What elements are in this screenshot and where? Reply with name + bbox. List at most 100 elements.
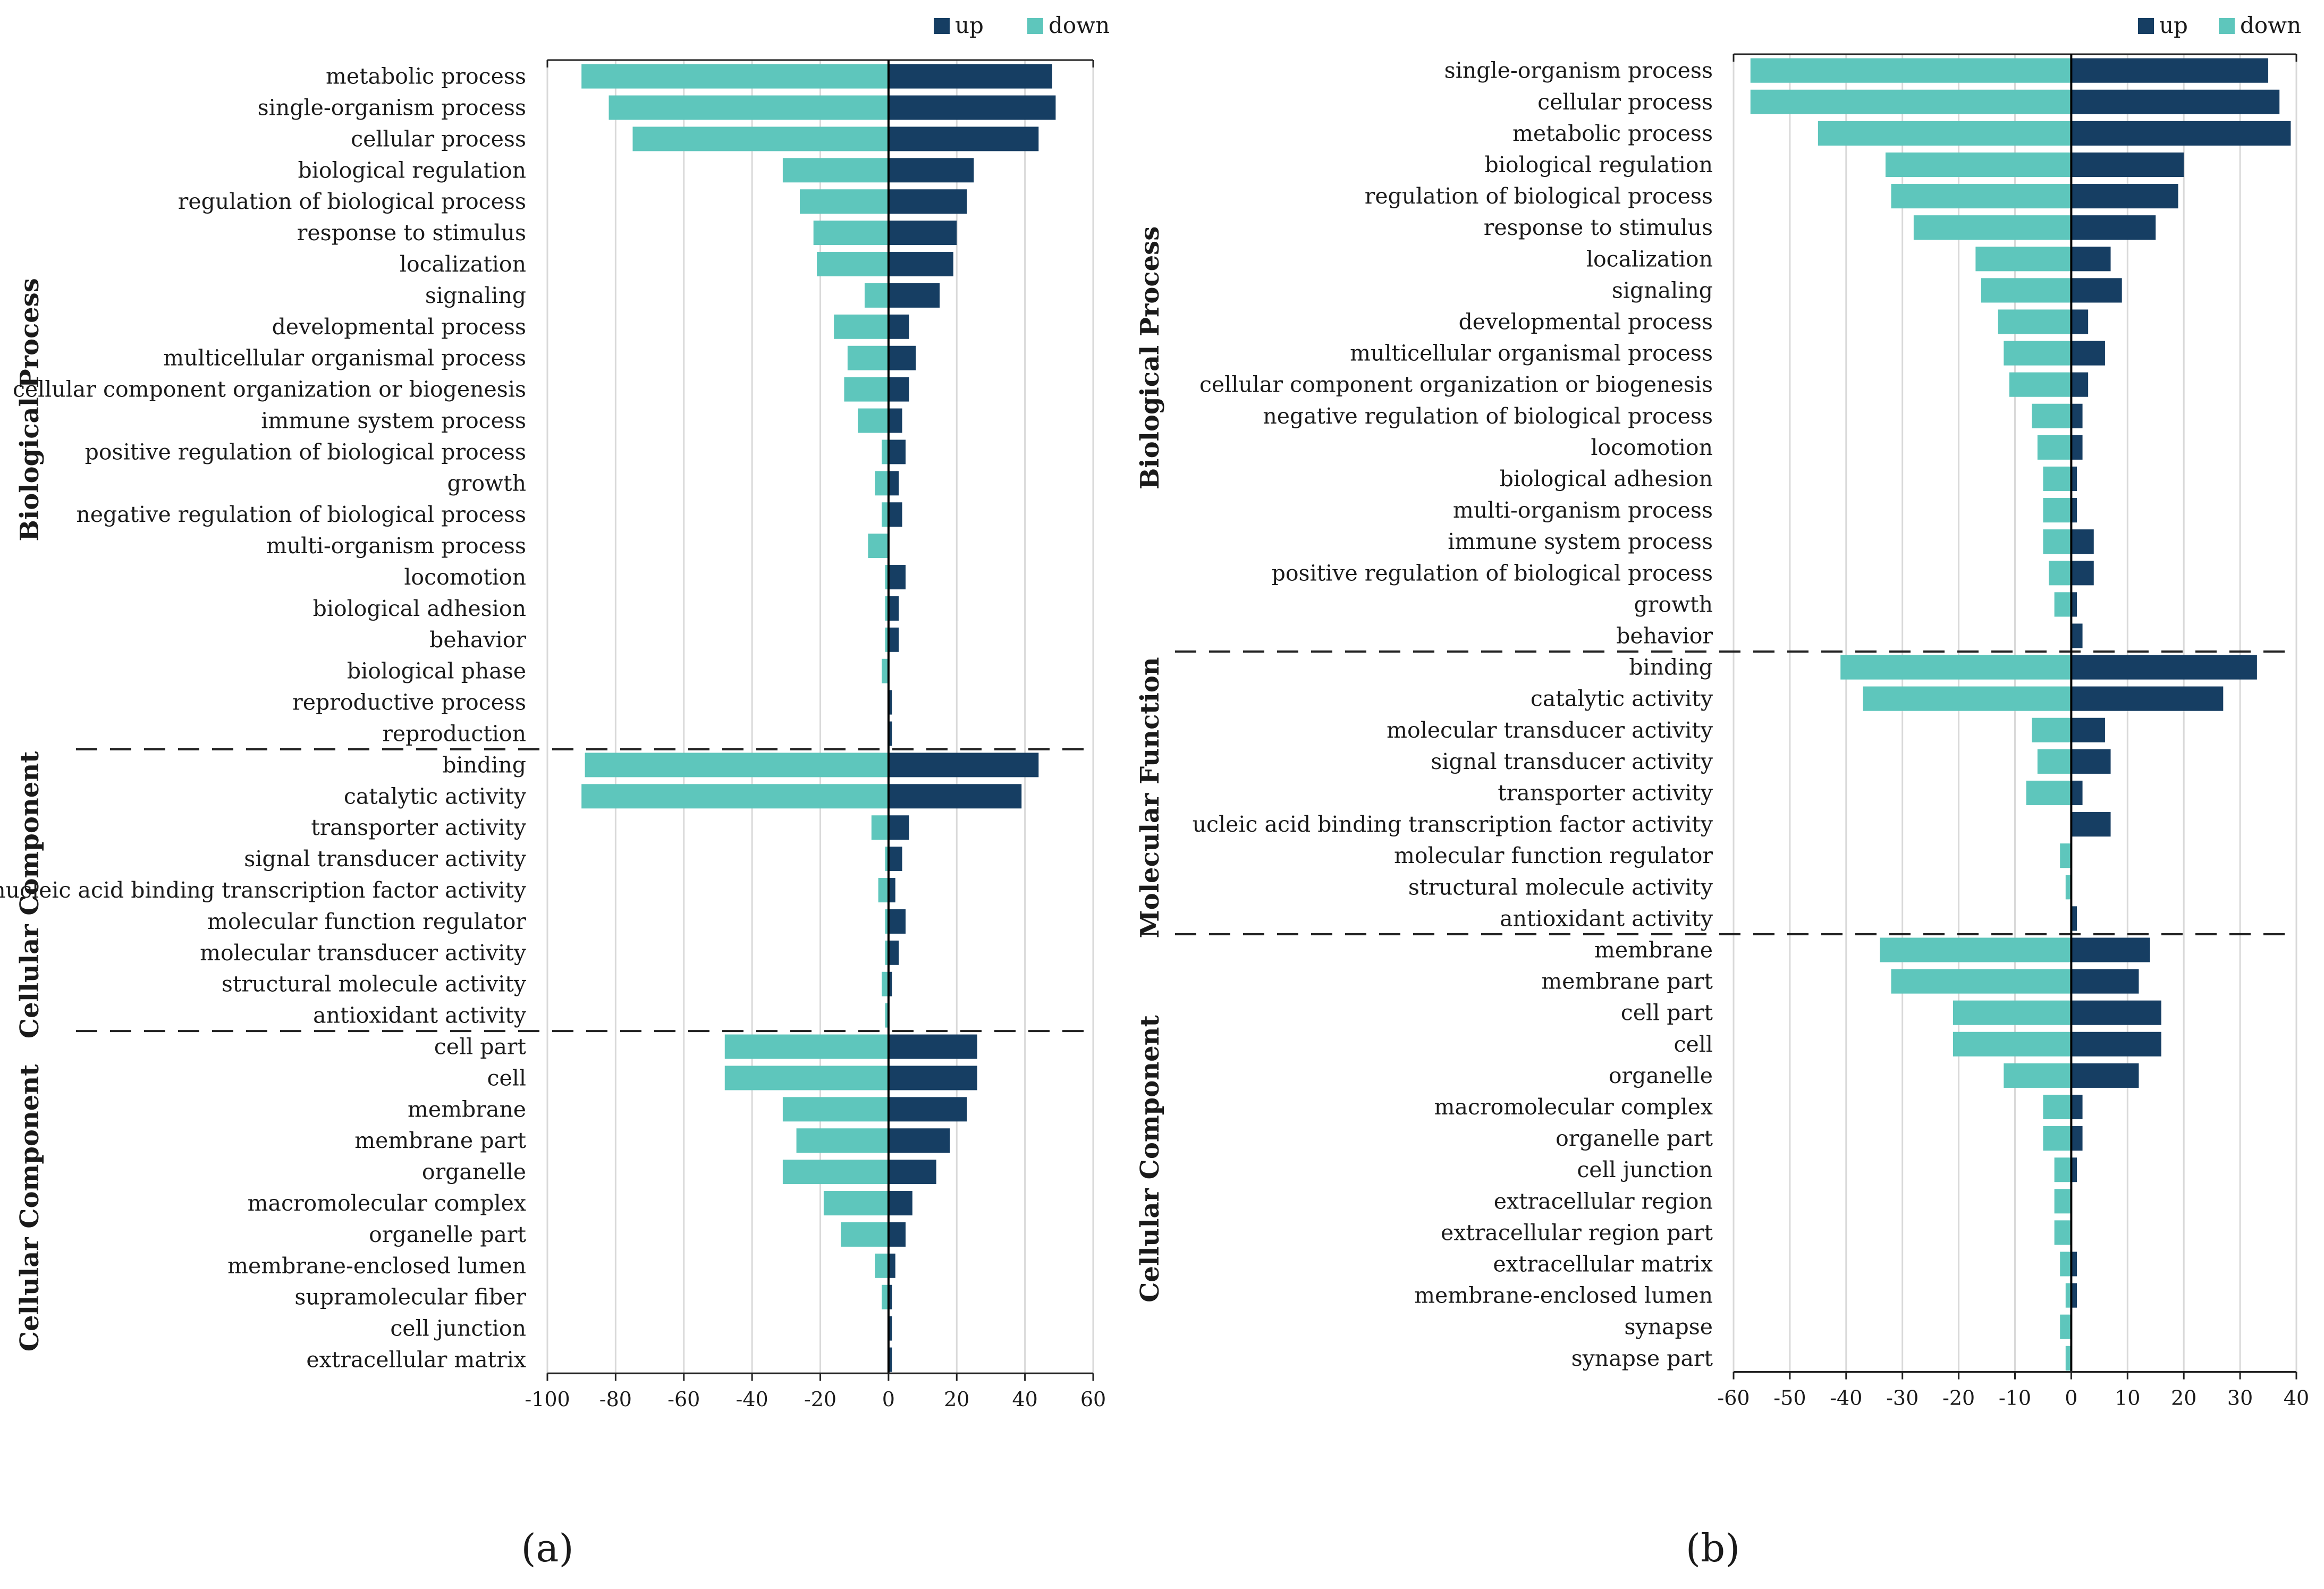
panel-b-legend-label-up: up — [2159, 12, 2188, 38]
panel-b-bar-down-molecular-function-regulator — [2060, 843, 2072, 868]
panel-b-bar-up-biological-regulation — [2071, 152, 2184, 178]
panel-a-category-label: multicellular organismal process — [163, 345, 526, 371]
panel-a-bar-down-transporter-activity — [871, 815, 889, 840]
panel-b-section-label: Molecular Function — [1135, 657, 1165, 938]
panel-a-bar-up-metabolic-process — [888, 64, 1052, 89]
panel-a-bar-down-locomotion — [885, 565, 889, 589]
panel-b-bar-down-organelle — [2004, 1063, 2072, 1088]
panel-b-bar-down-transporter-activity — [2026, 780, 2072, 806]
panel-a-category-label: cellular component organization or bioge… — [13, 377, 526, 402]
panel-a-x-tick-label: 60 — [1080, 1388, 1106, 1411]
panel-a-bar-down-supramolecular-fiber — [882, 1284, 889, 1309]
panel-b-category-label: multicellular organismal process — [1350, 341, 1713, 366]
panel-a-bar-down-signaling — [864, 283, 889, 308]
panel-b-bar-down-positive-regulation-of-biological-process — [2049, 561, 2072, 586]
panel-a-x-tick-label: -40 — [736, 1388, 768, 1411]
panel-b-category-label: catalytic activity — [1531, 686, 1713, 712]
panel-b-category-label: signal transducer activity — [1431, 749, 1713, 774]
panel-b-section-label: Cellular Component — [1135, 1015, 1165, 1303]
panel-a-bar-up-nucleic-acid-binding-transcription-factor-activity — [888, 878, 895, 902]
panel-a-x-tick-label: -60 — [667, 1388, 700, 1411]
panel-a-bar-down-signal-transducer-activity — [885, 847, 889, 872]
panel-b-bar-up-organelle — [2071, 1063, 2139, 1088]
panel-a-bar-down-binding — [585, 753, 889, 777]
panel-b-x-tick-label: -50 — [1773, 1387, 1806, 1410]
panel-a-category-label: membrane part — [354, 1128, 526, 1153]
panel-b-bar-down-cellular-component-organization-or-biogenesis — [2009, 372, 2072, 397]
panel-a-bar-up-single-organism-process — [888, 95, 1056, 120]
panel-a-bar-up-localization — [888, 252, 953, 276]
panel-b-category-label: antioxidant activity — [1500, 906, 1713, 931]
panel-a-bar-up-molecular-function-regulator — [888, 909, 906, 934]
panel-b-bar-up-transporter-activity — [2071, 780, 2083, 806]
panel-b-x-tick-label: 40 — [2284, 1387, 2309, 1410]
panel-b-x-tick-label: 0 — [2065, 1387, 2077, 1410]
panel-b-bar-down-response-to-stimulus — [1913, 215, 2072, 240]
panel-b-category-label: macromolecular complex — [1434, 1094, 1713, 1120]
panel-a-category-label: membrane-enclosed lumen — [227, 1253, 526, 1279]
panel-b-bar-down-single-organism-process — [1750, 58, 2072, 83]
panel-a-bar-down-structural-molecule-activity — [882, 971, 889, 996]
panel-a-bar-down-multi-organism-process — [868, 534, 889, 559]
panel-a-x-tick-label: 40 — [1012, 1388, 1037, 1411]
panel-b-category-label: synapse part — [1571, 1346, 1713, 1371]
panel-b-bar-down-cellular-process — [1750, 89, 2072, 114]
panel-a-bar-up-reproduction — [888, 721, 892, 746]
panel-b-x-tick-label: -30 — [1886, 1387, 1919, 1410]
panel-a-category-label: locomotion — [404, 564, 526, 590]
panel-a-bar-up-cell-junction — [888, 1316, 892, 1341]
panel-a-bar-down-single-organism-process — [609, 95, 889, 120]
panel-a-bar-up-signal-transducer-activity — [888, 847, 902, 872]
panel-b-bar-down-macromolecular-complex — [2043, 1094, 2072, 1120]
panel-b-bar-down-membrane-enclosed-lumen — [2065, 1283, 2072, 1308]
panel-a-legend-swatch-down — [1027, 18, 1043, 34]
panel-b-bar-down-negative-regulation-of-biological-process — [2032, 403, 2072, 428]
panel-a-category-label: cell part — [434, 1034, 527, 1060]
panel-a-category-label: positive regulation of biological proces… — [85, 439, 526, 464]
panel-a-x-tick-label: -80 — [599, 1388, 632, 1411]
panel-b-bar-up-response-to-stimulus — [2071, 215, 2156, 240]
panel-b-category-label: positive regulation of biological proces… — [1272, 560, 1713, 586]
panel-b-x-tick-label: -40 — [1830, 1387, 1862, 1410]
panel-a-bar-up-cellular-process — [888, 126, 1039, 151]
panel-a-bar-down-immune-system-process — [858, 408, 889, 433]
panel-a-category-label: reproduction — [382, 721, 526, 747]
panel-b-bar-down-extracellular-region — [2054, 1189, 2072, 1214]
panel-a-bar-up-binding — [888, 753, 1039, 777]
panel-a-category-label: response to stimulus — [297, 220, 526, 246]
panel-a-x-tick-label: -20 — [804, 1388, 836, 1411]
panel-b-category-label: localization — [1586, 246, 1713, 272]
panel-a-x-tick-label: 0 — [882, 1388, 895, 1411]
panel-b-bar-up-membrane-enclosed-lumen — [2071, 1283, 2077, 1308]
panel-a-bar-up-structural-molecule-activity — [888, 971, 892, 996]
panel-b-bar-down-extracellular-region-part — [2054, 1220, 2072, 1245]
panel-b-category-label: cell part — [1621, 1000, 1713, 1026]
panel-b-bar-up-developmental-process — [2071, 309, 2089, 334]
panel-b-category-label: molecular function regulator — [1394, 843, 1713, 868]
panel-a-bar-up-organelle-part — [888, 1222, 906, 1247]
panel-b-bar-up-biological-adhesion — [2071, 466, 2077, 492]
panel-b-bar-up-membrane-part — [2071, 969, 2139, 994]
panel-b-bar-down-synapse — [2060, 1314, 2072, 1339]
panel-a-section-label: Biological Process — [15, 278, 45, 541]
panel-a-category-label: biological adhesion — [313, 596, 526, 621]
panel-b-bar-down-metabolic-process — [1818, 121, 2072, 146]
panel-b-category-label: cellular process — [1537, 89, 1713, 115]
panel-a-bar-up-biological-adhesion — [888, 596, 899, 621]
panel-b-x-tick-label: 20 — [2171, 1387, 2196, 1410]
panel-b-bar-up-macromolecular-complex — [2071, 1094, 2083, 1120]
panel-b-category-label: metabolic process — [1512, 121, 1713, 146]
panel-b-bar-up-molecular-transducer-activity — [2071, 717, 2105, 742]
panel-a-bar-up-response-to-stimulus — [888, 221, 957, 246]
panel-a-bar-up-membrane-enclosed-lumen — [888, 1253, 895, 1278]
panel-a-bar-down-biological-phase — [882, 658, 889, 683]
panel-b-bar-down-immune-system-process — [2043, 529, 2072, 554]
panel-a-bar-down-molecular-function-regulator — [885, 909, 889, 934]
panel-b-bar-up-antioxidant-activity — [2071, 906, 2077, 931]
panel-b-bar-down-locomotion — [2037, 435, 2072, 460]
panel-a-category-label: membrane — [408, 1096, 526, 1122]
panel-a-legend: up down — [934, 12, 1110, 38]
panel-a-legend-label-up: up — [955, 12, 984, 38]
panel-a-legend-label-down: down — [1049, 12, 1110, 38]
